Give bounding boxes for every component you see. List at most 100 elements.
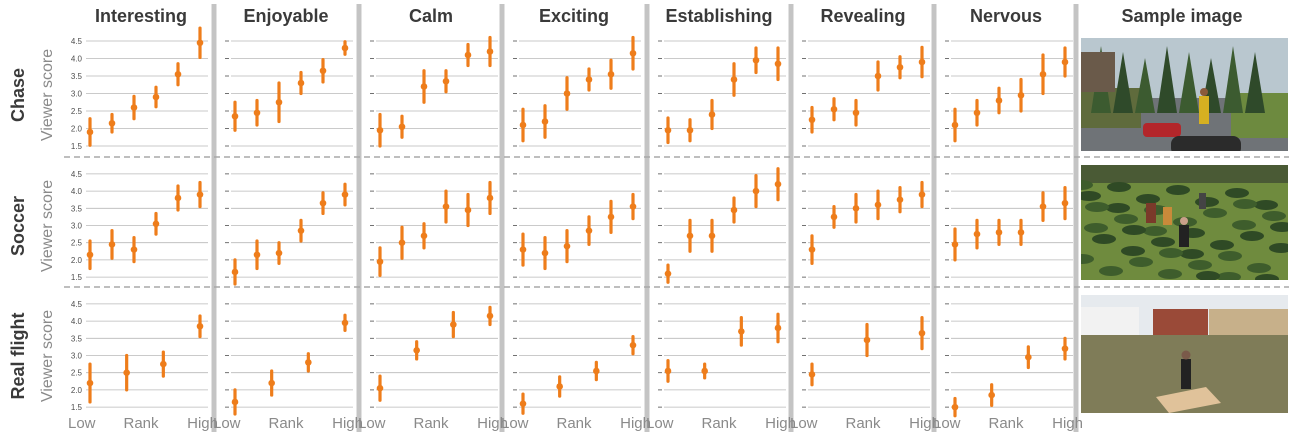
y-tick-label: 1.5 (71, 142, 83, 151)
bush (1129, 257, 1153, 267)
bush (1122, 225, 1146, 235)
data-point (951, 241, 959, 248)
data-point (774, 60, 782, 68)
x-label-rank: Rank (556, 415, 592, 432)
data-point (774, 324, 782, 332)
sample-image-chase (1081, 38, 1288, 151)
data-point (896, 63, 904, 71)
data-point (918, 58, 926, 66)
runner-head (1200, 88, 1208, 96)
data-point (973, 230, 981, 238)
sample-image-flight (1081, 295, 1288, 413)
tree (1135, 58, 1155, 113)
player (1199, 193, 1206, 209)
y-tick-label: 4.5 (71, 170, 83, 179)
bush (1225, 188, 1249, 198)
data-point (738, 328, 745, 335)
data-point (108, 119, 116, 127)
bush (1081, 254, 1094, 264)
column-title: Calm (409, 6, 453, 26)
bush (1247, 263, 1271, 273)
bush (1254, 200, 1278, 210)
data-point (664, 367, 672, 375)
bush (1158, 269, 1182, 279)
bush (1106, 203, 1130, 213)
bush (1180, 249, 1204, 259)
x-label-low: Low (358, 415, 386, 432)
data-point (376, 126, 384, 134)
row-label: Real flight (8, 312, 28, 399)
y-tick-label: 2.5 (71, 239, 83, 248)
x-label-low: Low (68, 415, 96, 432)
data-point (563, 90, 571, 97)
sample-image-title: Sample image (1121, 6, 1242, 26)
data-point (196, 191, 204, 198)
data-point (852, 109, 860, 117)
data-point (253, 251, 261, 259)
data-point (108, 241, 116, 248)
data-point (874, 201, 882, 209)
data-point (297, 227, 305, 234)
data-point (973, 109, 981, 117)
column-title: Nervous (970, 6, 1042, 26)
data-point (918, 329, 926, 337)
y-axis-label: Viewer score (39, 310, 56, 402)
data-point (585, 227, 593, 234)
data-point (752, 187, 760, 195)
data-point (556, 383, 563, 390)
data-point (196, 39, 204, 47)
data-point (376, 384, 384, 392)
data-point (593, 367, 600, 375)
data-point (196, 322, 204, 330)
data-point (376, 258, 384, 265)
data-point (231, 398, 239, 406)
data-point (86, 379, 94, 387)
x-label-high: High (620, 415, 651, 432)
data-point (442, 203, 450, 210)
data-point (951, 121, 959, 129)
bush (1196, 271, 1220, 280)
y-tick-label: 3.0 (71, 352, 83, 361)
data-point (1061, 199, 1069, 207)
data-point (1017, 229, 1025, 236)
column-title: Revealing (820, 6, 905, 26)
bush (1099, 266, 1123, 276)
data-point (988, 391, 995, 399)
data-point (607, 213, 615, 221)
data-point (686, 232, 694, 240)
y-tick-label: 4.0 (71, 55, 83, 64)
bush (1232, 220, 1256, 230)
data-point (1039, 70, 1047, 78)
data-point (486, 48, 494, 55)
tree (1245, 52, 1265, 113)
tree (1157, 46, 1177, 113)
data-point (585, 76, 593, 83)
bush (1270, 222, 1288, 232)
y-tick-label: 3.5 (71, 334, 83, 343)
tree (1179, 52, 1199, 113)
data-point (830, 213, 838, 221)
y-tick-label: 3.0 (71, 222, 83, 231)
data-point (486, 312, 494, 320)
data-point (1061, 345, 1069, 352)
y-tick-label: 2.0 (71, 256, 83, 265)
data-point (563, 242, 571, 250)
data-point (413, 347, 420, 354)
x-label-rank: Rank (268, 415, 304, 432)
data-point (130, 104, 138, 111)
column-title: Enjoyable (243, 6, 328, 26)
data-point (231, 268, 239, 276)
data-point (130, 246, 138, 253)
data-point (686, 126, 694, 134)
data-point (995, 229, 1003, 236)
bush (1084, 223, 1108, 233)
bush (1210, 240, 1234, 250)
column-title: Interesting (95, 6, 187, 26)
bush (1136, 194, 1160, 204)
bush (1085, 202, 1109, 212)
treeline (1081, 165, 1288, 183)
data-point (629, 341, 637, 349)
y-tick-label: 3.0 (71, 90, 83, 99)
y-tick-label: 3.5 (71, 72, 83, 81)
